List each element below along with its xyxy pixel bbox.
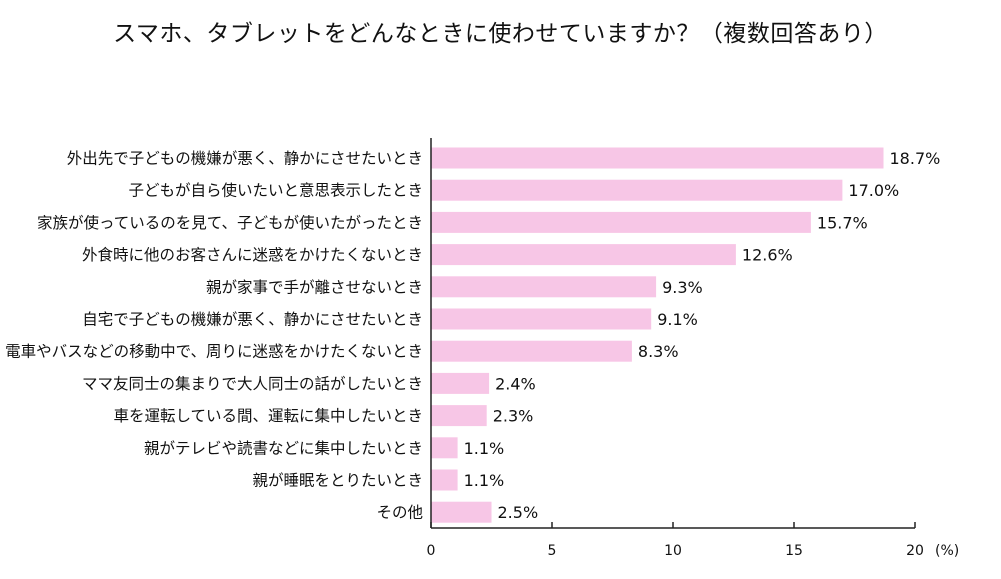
- bar: [431, 308, 652, 330]
- bar: [431, 405, 487, 427]
- bar: [431, 244, 736, 266]
- data-label: 15.7%: [817, 213, 868, 232]
- category-label: 家族が使っているのを見て、子どもが使いたがったとき: [37, 214, 423, 232]
- data-label: 8.3%: [638, 342, 679, 361]
- data-label: 2.3%: [493, 407, 534, 426]
- data-label: 1.1%: [464, 471, 505, 490]
- data-label: 2.5%: [498, 503, 539, 522]
- data-label: 12.6%: [742, 246, 793, 265]
- x-tick-label: 20: [906, 543, 924, 559]
- bar: [431, 276, 657, 298]
- x-tick-label: 15: [785, 543, 803, 559]
- x-tick-label: 10: [664, 543, 682, 559]
- bar: [431, 469, 458, 491]
- data-label: 9.3%: [662, 278, 703, 297]
- category-label: その他: [376, 504, 423, 522]
- category-label: 親がテレビや読書などに集中したいとき: [144, 439, 423, 457]
- chart-title: スマホ、タブレットをどんなときに使わせていますか？（複数回答あり）: [113, 21, 888, 47]
- data-label: 1.1%: [464, 439, 505, 458]
- data-label: 17.0%: [848, 181, 899, 200]
- bar: [431, 437, 458, 459]
- bar: [431, 179, 843, 201]
- bar: [431, 211, 811, 233]
- data-label: 9.1%: [657, 310, 698, 329]
- data-label: 18.7%: [890, 149, 941, 168]
- category-label: 電車やバスなどの移動中で、周りに迷惑をかけたくないとき: [5, 343, 423, 361]
- category-label: 自宅で子どもの機嫌が悪く、静かにさせたいとき: [82, 311, 423, 329]
- x-tick-label: 0: [427, 543, 436, 559]
- category-label: 子どもが自ら使いたいと意思表示したとき: [128, 181, 423, 200]
- bar: [431, 147, 884, 169]
- category-label: ママ友同士の集まりで大人同士の話がしたいとき: [82, 375, 423, 393]
- bar: [431, 372, 490, 394]
- data-label: 2.4%: [495, 374, 536, 393]
- category-label: 車を運転している間、運転に集中したいとき: [113, 407, 423, 425]
- category-label: 親が睡眠をとりたいとき: [252, 472, 423, 490]
- bar: [431, 501, 492, 523]
- category-label: 外出先で子どもの機嫌が悪く、静かにさせたいとき: [67, 150, 423, 168]
- x-axis-unit: (%): [935, 543, 959, 559]
- bar: [431, 340, 632, 362]
- category-label: 外食時に他のお客さんに迷惑をかけたくないとき: [82, 246, 423, 264]
- category-label: 親が家事で手が離させないとき: [206, 278, 423, 296]
- x-tick-label: 5: [548, 543, 557, 559]
